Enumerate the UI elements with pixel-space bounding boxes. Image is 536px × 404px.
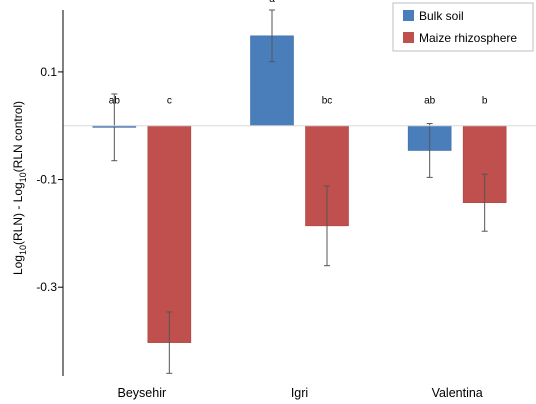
legend-swatch-bulk-soil [403, 10, 414, 21]
bar-maize-rhizosphere-beysehir [147, 125, 192, 343]
significance-letter: bc [322, 96, 333, 107]
legend-label-maize-rhizosphere: Maize rhizosphere [419, 31, 517, 45]
significance-letter: b [482, 96, 488, 107]
significance-letter: ab [424, 96, 436, 107]
y-ticks-layer: 0.1 -0.1 -0.3 [36, 65, 63, 294]
significance-labels-layer: abcabcabb [109, 0, 488, 107]
y-tick-label: -0.1 [36, 173, 57, 187]
legend-label-bulk-soil: Bulk soil [419, 9, 464, 23]
y-tick-label: 0.1 [40, 65, 57, 79]
bars-layer [92, 35, 507, 343]
legend-swatch-maize-rhizosphere [403, 32, 414, 43]
error-bars-layer [111, 9, 488, 374]
y-tick-label: -0.3 [36, 280, 57, 294]
legend: Bulk soil Maize rhizosphere [392, 2, 534, 52]
significance-letter: c [167, 96, 172, 107]
category-label: Igri [291, 386, 308, 400]
y-axis-label: Log10(RLN) - Log10(RLN control) [11, 101, 28, 275]
category-label: Beysehir [118, 386, 167, 400]
significance-letter: ab [109, 96, 121, 107]
bar-bulk-soil-igri [250, 35, 294, 127]
significance-letter: a [269, 0, 275, 5]
legend-box [392, 2, 534, 52]
category-labels-layer: Beysehir Igri Valentina [118, 386, 483, 400]
category-label: Valentina [432, 386, 483, 400]
